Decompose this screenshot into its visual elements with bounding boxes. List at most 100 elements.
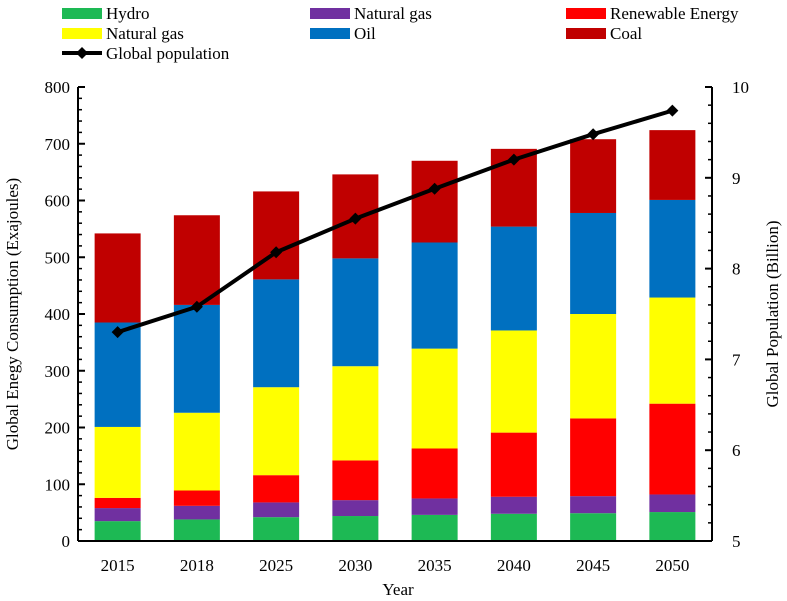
legend-label-3: Natural gas — [106, 24, 184, 43]
bar-2025-series-4 — [253, 279, 300, 388]
bar-2050-series-4 — [649, 199, 696, 298]
y-tick-label-2: 200 — [45, 419, 71, 438]
bar-2050-series-0 — [649, 512, 696, 541]
legend-label-0: Hydro — [106, 4, 149, 23]
bar-2018-series-1 — [173, 505, 220, 520]
bar-2050-series-3 — [649, 297, 696, 404]
bar-2025-series-1 — [253, 502, 300, 518]
y-tick-label-0: 0 — [62, 532, 71, 551]
population-line — [111, 104, 679, 339]
bar-2040-series-3 — [490, 330, 537, 433]
bar-2045-series-5 — [570, 139, 617, 213]
bar-2050-series-5 — [649, 130, 696, 200]
population-point-2030 — [349, 212, 362, 225]
y2-tick-label-5: 10 — [732, 78, 749, 97]
bar-2040-series-2 — [490, 432, 537, 497]
x-axis-label: Year — [382, 580, 414, 599]
y-tick-label-1: 100 — [45, 475, 71, 494]
population-point-2045 — [587, 128, 600, 141]
bar-2018-series-4 — [173, 304, 220, 413]
legend: Hydro Natural gas Renewable EnergyNatural … — [62, 4, 739, 63]
population-line-path — [117, 108, 673, 335]
population-point-2015 — [111, 326, 124, 339]
population-point-2035 — [428, 182, 441, 195]
legend-label-population: Global population — [106, 44, 230, 63]
y2-tick-label-0: 5 — [732, 532, 741, 551]
y-tick-label-8: 800 — [45, 78, 71, 97]
bar-2025-series-2 — [253, 475, 300, 503]
bar-2035-series-4 — [411, 242, 458, 349]
bar-2050-series-2 — [649, 403, 696, 495]
bar-2030-series-3 — [332, 366, 379, 461]
y2-tick-label-3: 8 — [732, 260, 741, 279]
y2-tick-label-1: 6 — [732, 441, 741, 460]
bar-2045-series-2 — [570, 418, 617, 497]
legend-swatch-5 — [566, 28, 606, 39]
bar-2045-series-3 — [570, 314, 617, 419]
bar-2030-series-0 — [332, 516, 379, 541]
bar-2015-series-3 — [94, 426, 141, 498]
y2-tick-label-4: 9 — [732, 169, 741, 188]
bar-2045-series-1 — [570, 496, 617, 514]
bar-2035-series-2 — [411, 448, 458, 499]
bar-2025-series-0 — [253, 517, 300, 541]
x-tick-label-5: 2040 — [497, 556, 531, 575]
y2-axis-label: Global Population (Billion) — [763, 221, 782, 408]
bar-2050-series-1 — [649, 494, 696, 513]
bar-stacks — [94, 130, 696, 541]
bar-2018-series-0 — [173, 519, 220, 541]
bar-2025-series-5 — [253, 191, 300, 280]
bar-2030-series-1 — [332, 500, 379, 517]
bar-2040-series-1 — [490, 496, 537, 514]
legend-label-5: Coal — [610, 24, 642, 43]
bar-2035-series-1 — [411, 498, 458, 515]
legend-label-1: Natural gas — [354, 4, 432, 23]
y2-tick-label-2: 7 — [732, 350, 741, 369]
legend-swatch-0 — [62, 8, 102, 19]
legend-swatch-1 — [310, 8, 350, 19]
population-point-2050 — [666, 104, 679, 117]
y-axis-label: Global Enegy Consumption (Exajoules) — [3, 178, 22, 450]
bar-2030-series-2 — [332, 460, 379, 501]
bar-2015-series-4 — [94, 322, 141, 427]
bar-2030-series-4 — [332, 258, 379, 367]
bar-2015-series-1 — [94, 508, 141, 522]
x-tick-label-4: 2035 — [418, 556, 452, 575]
legend-swatch-2 — [566, 8, 606, 19]
bar-2025-series-3 — [253, 387, 300, 476]
bar-2018-series-2 — [173, 490, 220, 506]
y-tick-label-5: 500 — [45, 248, 71, 267]
population-point-2040 — [507, 153, 520, 166]
legend-swatch-3 — [62, 28, 102, 39]
x-tick-label-3: 2030 — [338, 556, 372, 575]
bar-2035-series-5 — [411, 160, 458, 243]
y-tick-label-4: 400 — [45, 305, 71, 324]
legend-swatch-4 — [310, 28, 350, 39]
bar-2015-series-5 — [94, 233, 141, 323]
bar-2018-series-3 — [173, 412, 220, 491]
bar-2015-series-2 — [94, 497, 141, 509]
legend-line-marker — [76, 47, 88, 59]
left-y-ticks: 0 100 200 300 400 500 600 700 800 — [45, 78, 85, 551]
bar-2015-series-0 — [94, 521, 141, 541]
bar-2045-series-0 — [570, 513, 617, 541]
x-tick-label-6: 2045 — [576, 556, 610, 575]
x-ticks: 2015 2018 2025 2030 2035 2040 2045 2050 — [101, 556, 690, 575]
y-tick-label-7: 700 — [45, 135, 71, 154]
y-tick-label-3: 300 — [45, 362, 71, 381]
bar-2045-series-4 — [570, 212, 617, 314]
legend-label-4: Oil — [354, 24, 376, 43]
x-tick-label-2: 2025 — [259, 556, 293, 575]
x-tick-label-0: 2015 — [101, 556, 135, 575]
bar-2018-series-5 — [173, 215, 220, 305]
bar-2035-series-3 — [411, 348, 458, 449]
bar-2040-series-4 — [490, 226, 537, 331]
population-point-2018 — [190, 300, 203, 313]
bar-2035-series-0 — [411, 514, 458, 541]
x-tick-label-1: 2018 — [180, 556, 214, 575]
y-tick-label-6: 600 — [45, 192, 71, 211]
bar-2040-series-0 — [490, 513, 537, 541]
legend-label-2: Renewable Energy — [610, 4, 739, 23]
right-y-ticks: 5 6 7 8 9 10 — [705, 78, 749, 551]
